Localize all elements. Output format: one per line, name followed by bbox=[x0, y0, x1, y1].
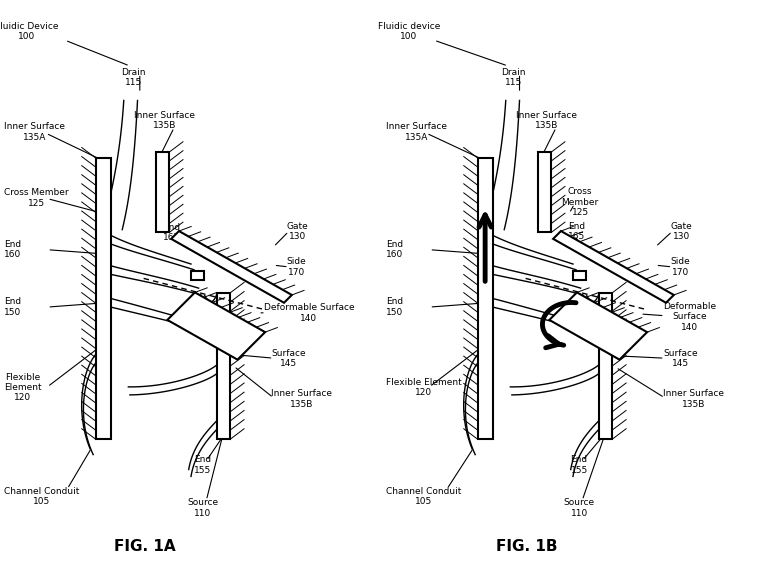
Text: Gate
130: Gate 130 bbox=[286, 222, 308, 241]
Polygon shape bbox=[549, 292, 647, 360]
Polygon shape bbox=[171, 231, 292, 302]
Text: Drain
115: Drain 115 bbox=[501, 68, 526, 87]
Text: End
150: End 150 bbox=[386, 297, 403, 317]
Polygon shape bbox=[599, 293, 612, 439]
Polygon shape bbox=[217, 293, 231, 439]
Polygon shape bbox=[96, 158, 111, 439]
Text: End
160: End 160 bbox=[4, 240, 21, 259]
Polygon shape bbox=[478, 158, 493, 439]
Polygon shape bbox=[539, 152, 551, 232]
Text: Flexible Element
120: Flexible Element 120 bbox=[386, 378, 461, 397]
Text: Surface
145: Surface 145 bbox=[663, 349, 698, 369]
Text: Channel Conduit
105: Channel Conduit 105 bbox=[5, 487, 79, 506]
Text: Inner Surface
135B: Inner Surface 135B bbox=[134, 111, 195, 130]
Text: Gate
130: Gate 130 bbox=[671, 222, 692, 241]
Text: Cross Member
125: Cross Member 125 bbox=[4, 188, 69, 208]
Polygon shape bbox=[191, 271, 204, 280]
Text: Deformable
Surface
140: Deformable Surface 140 bbox=[663, 302, 717, 332]
Text: Channel Conduit
105: Channel Conduit 105 bbox=[387, 487, 461, 506]
Text: Inner Surface
135A: Inner Surface 135A bbox=[386, 122, 447, 142]
Text: End
160: End 160 bbox=[386, 240, 403, 259]
Polygon shape bbox=[167, 292, 265, 360]
Text: End
155: End 155 bbox=[571, 455, 588, 475]
Text: End
165: End 165 bbox=[568, 222, 585, 241]
Text: Fluidic device
100: Fluidic device 100 bbox=[377, 22, 440, 41]
Text: Source
110: Source 110 bbox=[187, 498, 218, 518]
Text: Inner Surface
135B: Inner Surface 135B bbox=[516, 111, 577, 130]
Text: Inner Surface
135B: Inner Surface 135B bbox=[663, 389, 724, 409]
Text: Inner Surface
135A: Inner Surface 135A bbox=[4, 122, 65, 142]
Text: Cross
Member
125: Cross Member 125 bbox=[562, 187, 599, 217]
Polygon shape bbox=[573, 271, 586, 280]
Text: End
165: End 165 bbox=[163, 223, 180, 242]
Text: End
150: End 150 bbox=[4, 297, 21, 317]
Text: FIG. 1A: FIG. 1A bbox=[115, 539, 176, 554]
Polygon shape bbox=[157, 152, 170, 232]
Text: Deformable Surface
140: Deformable Surface 140 bbox=[264, 303, 354, 323]
Text: Fluidic Device
100: Fluidic Device 100 bbox=[0, 22, 59, 41]
Text: Flexible
Element
120: Flexible Element 120 bbox=[4, 373, 41, 402]
Text: Surface
145: Surface 145 bbox=[271, 349, 306, 369]
Polygon shape bbox=[553, 231, 674, 302]
Text: Drain
115: Drain 115 bbox=[121, 68, 146, 87]
Text: Side
170: Side 170 bbox=[671, 257, 691, 277]
Text: Source
110: Source 110 bbox=[564, 498, 594, 518]
Text: End
155: End 155 bbox=[194, 455, 211, 475]
Text: FIG. 1B: FIG. 1B bbox=[497, 539, 558, 554]
Text: Side
170: Side 170 bbox=[286, 257, 306, 277]
Text: Inner Surface
135B: Inner Surface 135B bbox=[271, 389, 332, 409]
